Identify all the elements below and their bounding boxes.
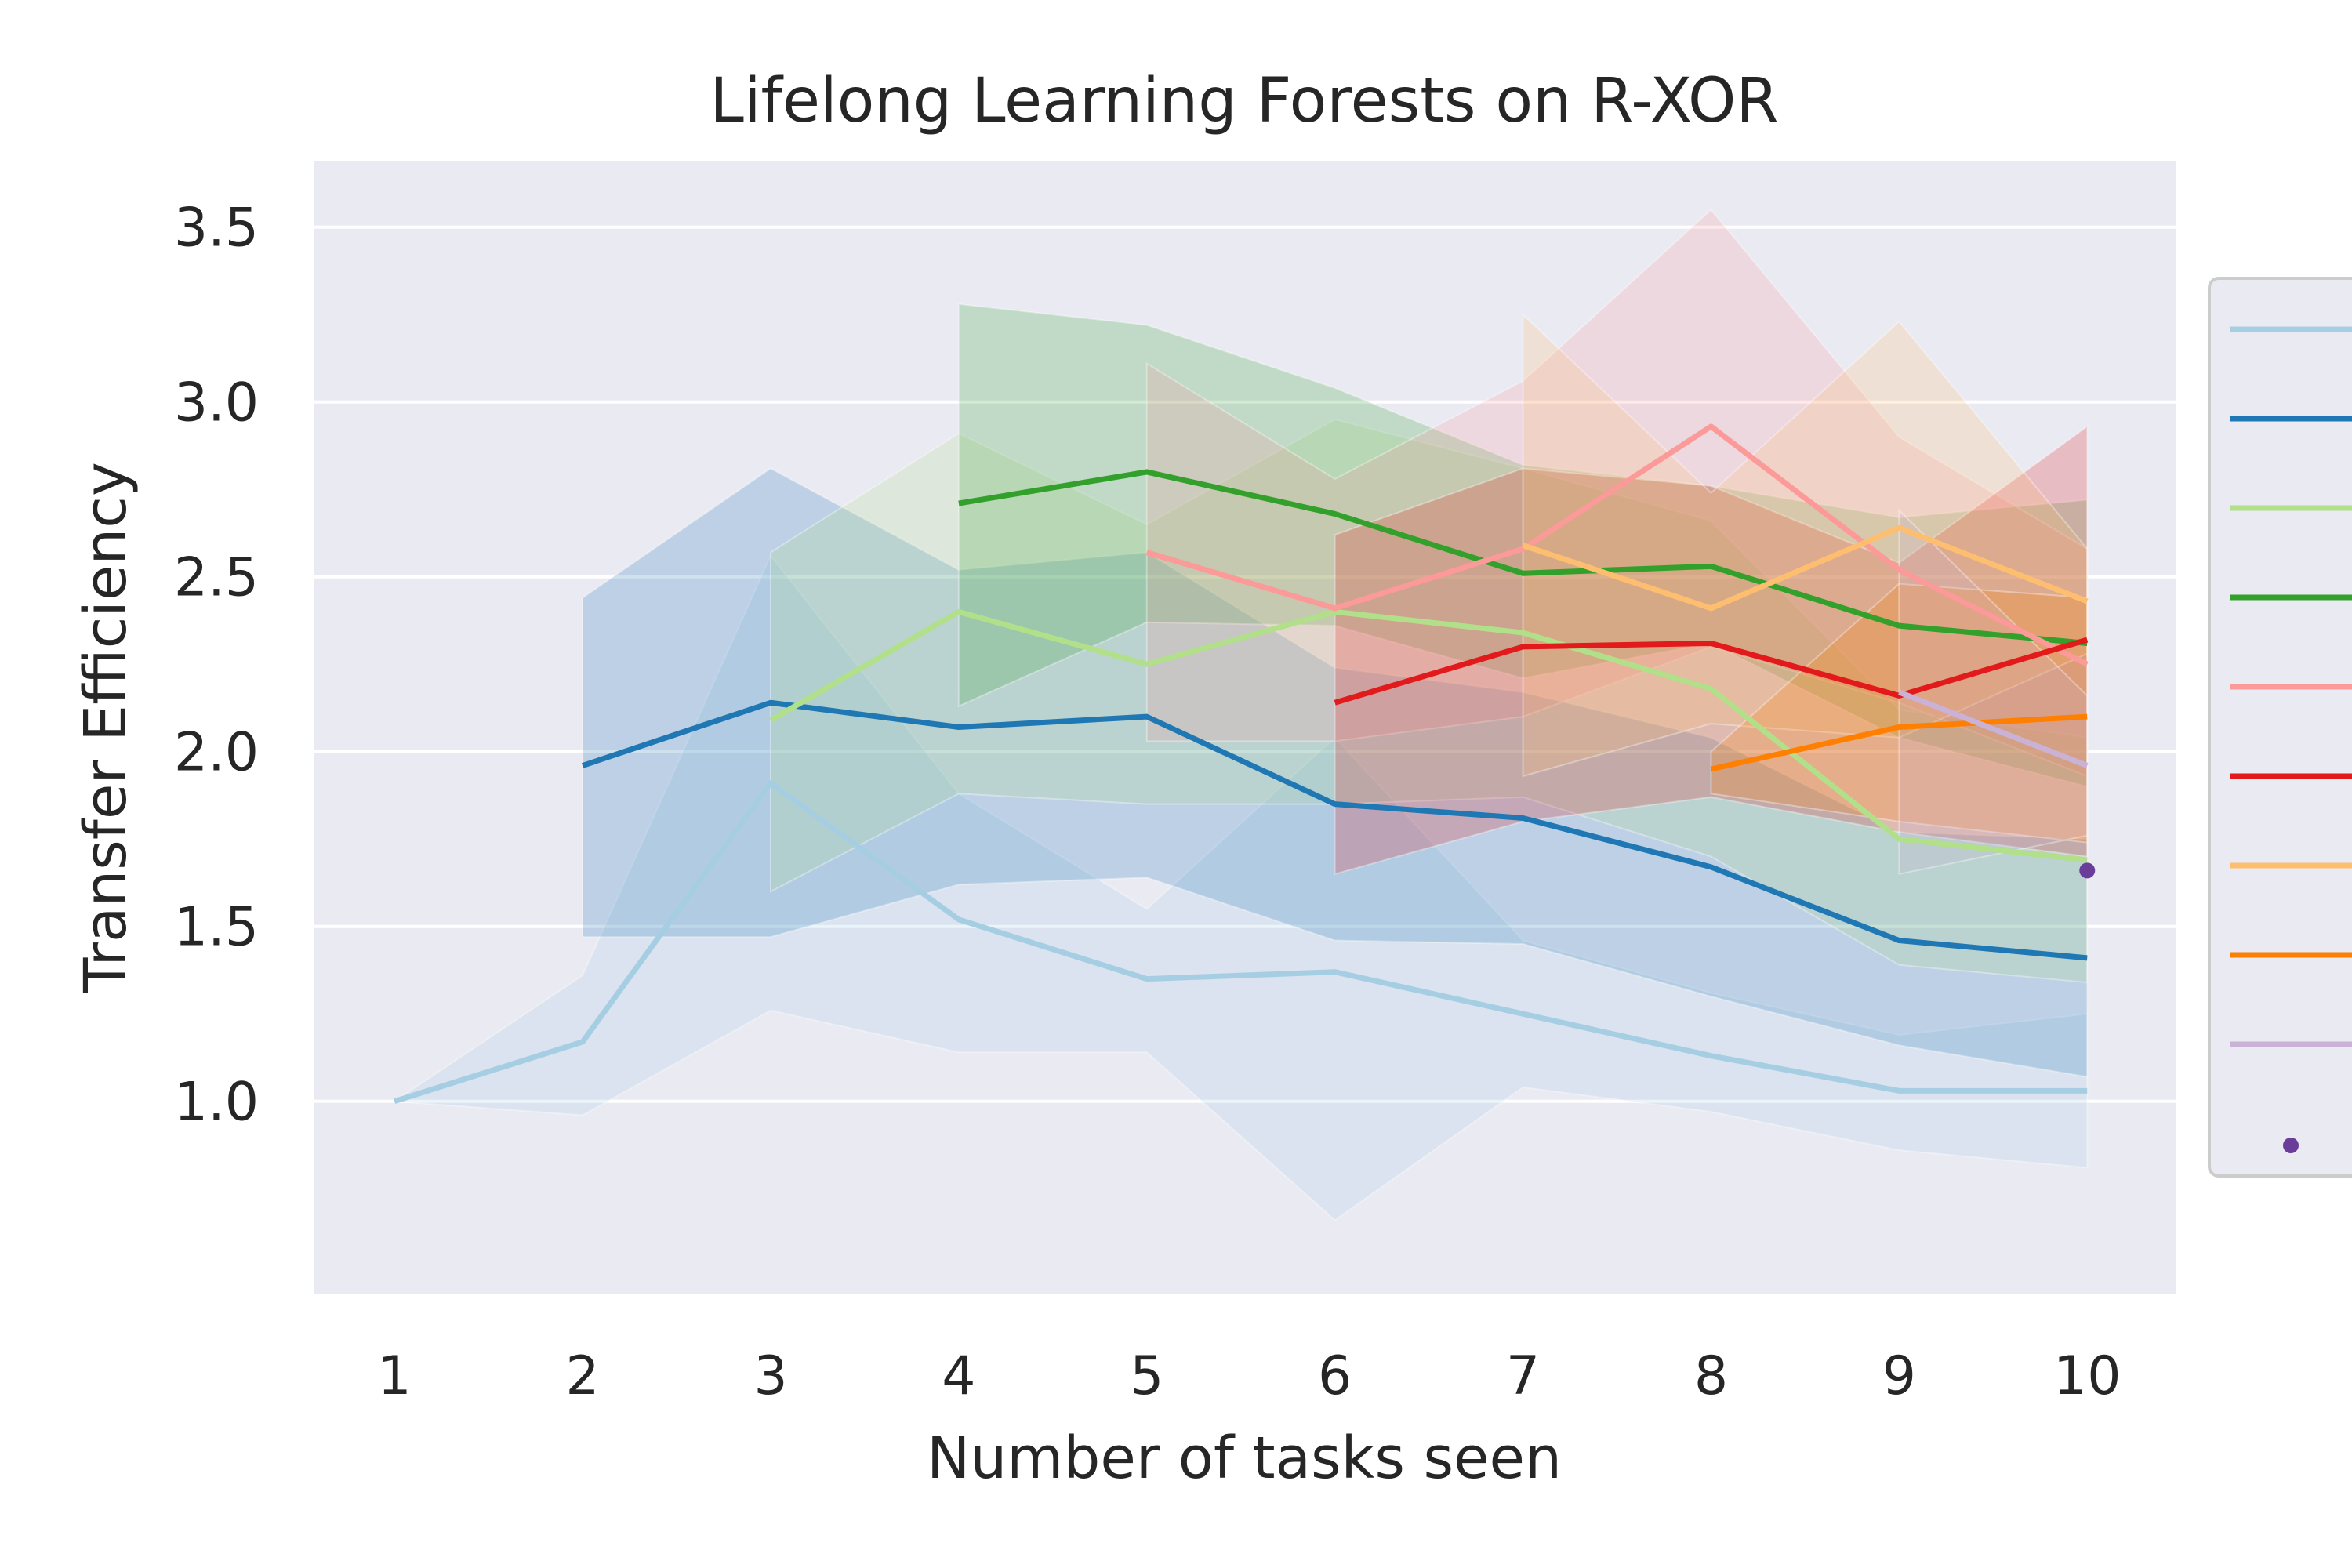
y-tick-label: 2.5 [174,547,259,609]
x-tick-label: 10 [2053,1345,2122,1407]
x-tick-label: 9 [1882,1345,1916,1407]
plot-background [314,161,2176,1294]
confidence-band-8 [1710,583,2089,844]
y-tick-labels: 1.0 1.5 2.0 2.5 3.0 3.5 [174,198,259,1134]
x-tick-labels: 1 2 3 4 5 6 7 8 9 10 [378,1345,2122,1407]
x-tick-label: 6 [1318,1345,1352,1407]
y-tick-label: 1.5 [174,897,259,959]
legend-marker-10 [2283,1138,2299,1153]
series-line-4 [958,469,2088,646]
confidence-band-6 [1334,424,2089,876]
y-tick-label: 3.0 [174,372,259,434]
x-tick-label: 8 [1694,1345,1728,1407]
series-line-8 [1710,713,2088,772]
series-point-10 [2079,862,2096,879]
confidence-band-7 [1522,312,2089,778]
confidence-bands [392,208,2089,1221]
series-line-9 [1898,689,2089,768]
y-axis-title: Transfer Efficiency [72,462,140,994]
x-axis-title: Number of tasks seen [927,1425,1562,1492]
series-line-5 [1145,423,2089,667]
legend-items [2230,326,2352,1153]
y-tick-label: 2.0 [174,722,259,784]
confidence-band-3 [769,418,2089,984]
legend [2208,277,2352,1178]
series-line-7 [1522,524,2089,612]
series-lines [394,423,2096,1105]
x-tick-label: 5 [1130,1345,1163,1407]
series-line-1 [394,780,2088,1105]
x-tick-label: 1 [378,1345,412,1407]
y-tick-label: 3.5 [174,198,259,260]
series-line-3 [769,608,2088,863]
x-tick-label: 3 [753,1345,787,1407]
series-line-2 [581,699,2088,961]
x-tick-label: 4 [942,1345,975,1407]
series-line-6 [1334,637,2089,706]
chart-title: Lifelong Learning Forests on R-XOR [710,66,1778,136]
legend-box [2208,277,2352,1178]
y-tick-label: 1.0 [174,1072,259,1134]
confidence-band-5 [1145,208,2089,778]
x-tick-label: 2 [565,1345,599,1407]
x-tick-label: 7 [1506,1345,1540,1407]
